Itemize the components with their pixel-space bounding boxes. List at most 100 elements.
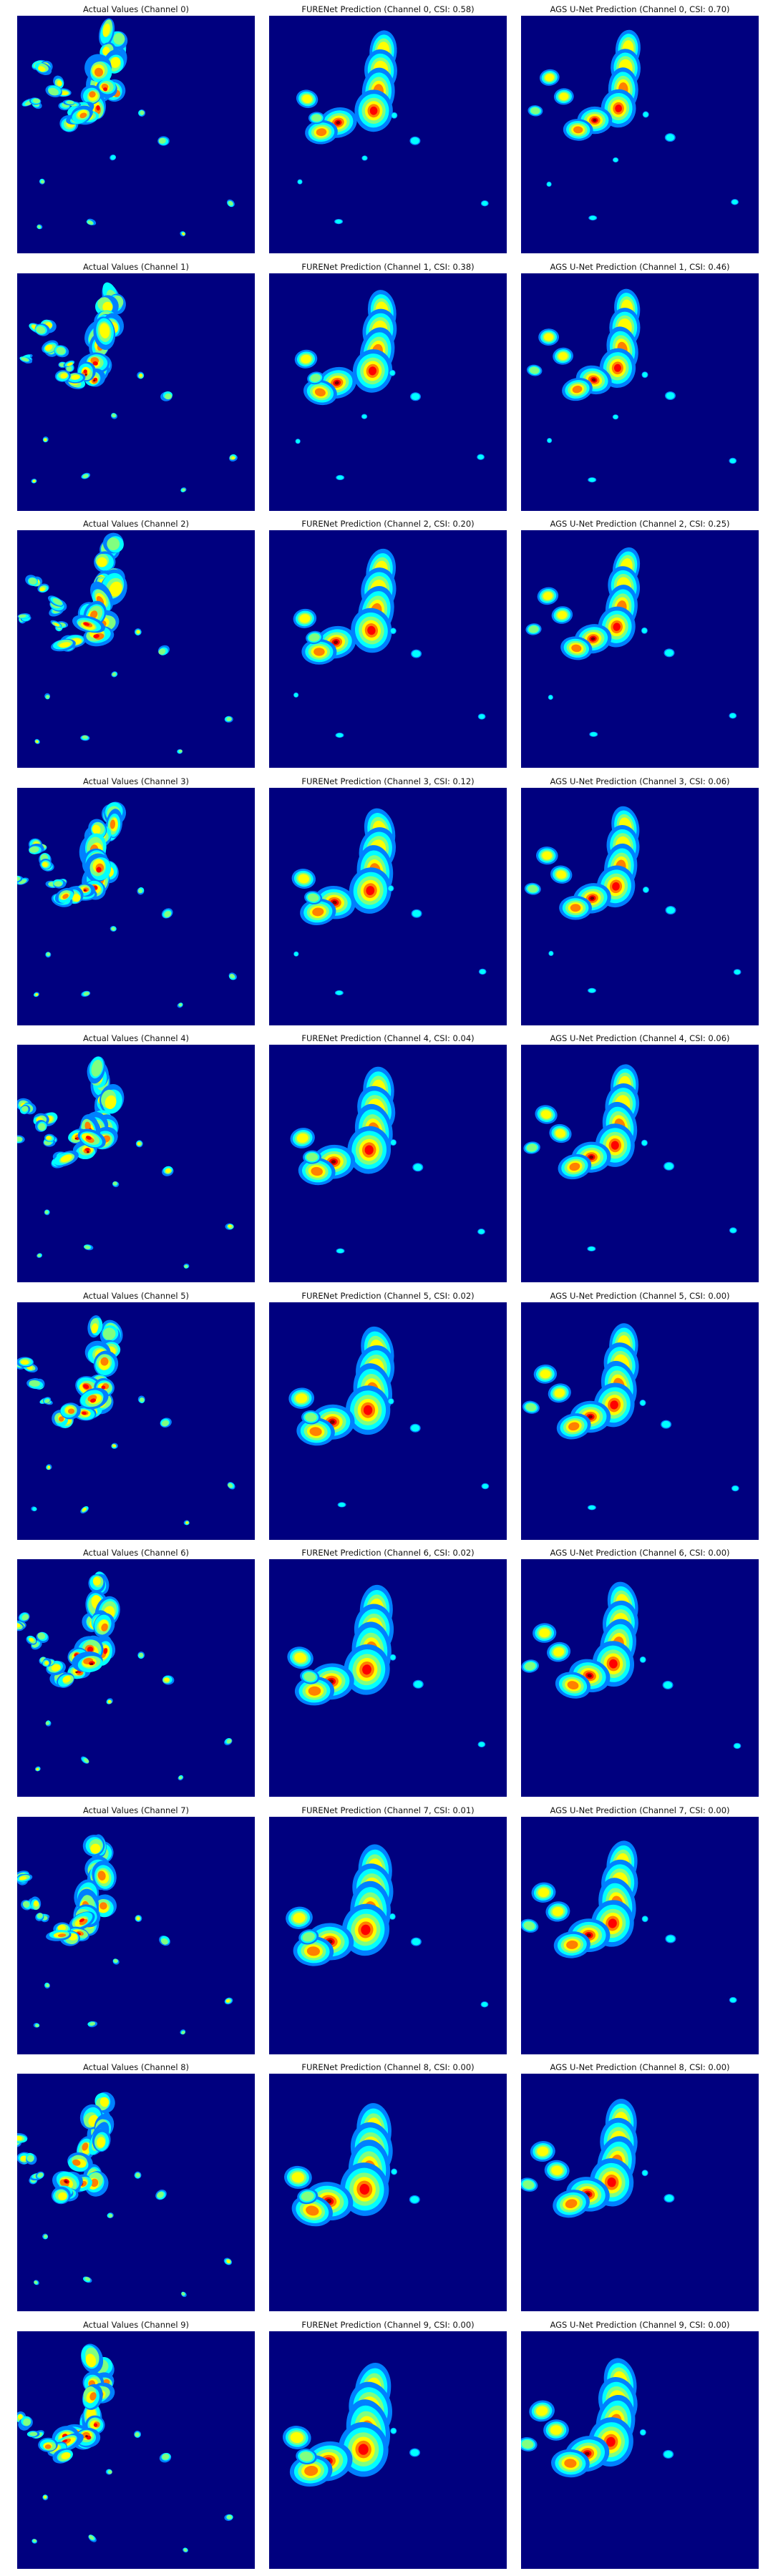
storm-cell <box>102 47 110 56</box>
storm-cell <box>367 625 376 635</box>
radar-background <box>521 1045 759 1282</box>
radar-field <box>521 1302 759 1540</box>
storm-cell <box>290 2431 303 2443</box>
storm-cell <box>59 362 65 367</box>
storm-cell <box>572 385 583 393</box>
storm-cell <box>41 180 45 184</box>
storm-cell <box>359 2184 370 2195</box>
storm-cell <box>67 362 73 366</box>
radar-image <box>269 2074 507 2311</box>
storm-cell <box>734 969 741 975</box>
storm-cell <box>547 438 552 442</box>
storm-cell <box>44 1210 49 1214</box>
panel-title-agsunet-channel-5: AGS U-Net Prediction (Channel 5, CSI: 0.… <box>550 1290 730 1301</box>
panel-title-furenet-channel-7: FURENet Prediction (Channel 7, CSI: 0.01… <box>301 1805 475 1815</box>
storm-cell <box>107 537 120 551</box>
storm-cell <box>178 1002 183 1007</box>
storm-cell <box>525 1402 537 1411</box>
storm-cell <box>185 1521 189 1524</box>
storm-cell <box>46 1136 52 1140</box>
radar-background <box>521 530 759 768</box>
storm-cell <box>82 1507 87 1511</box>
radar-field <box>269 2331 507 2569</box>
storm-cell <box>162 2453 170 2460</box>
storm-cell <box>666 1935 675 1942</box>
storm-cell <box>538 1887 550 1897</box>
radar-panel-actual-channel-9 <box>17 2331 255 2569</box>
storm-cell <box>661 1420 671 1428</box>
storm-cell <box>37 1632 46 1640</box>
storm-cell <box>593 118 597 122</box>
storm-cell <box>97 1870 106 1880</box>
storm-cell <box>298 180 302 184</box>
storm-cell <box>86 1136 92 1140</box>
storm-cell <box>103 87 108 92</box>
storm-cell <box>331 1160 336 1164</box>
storm-cell <box>66 365 72 371</box>
storm-cell <box>26 2155 34 2162</box>
storm-cell <box>111 927 115 931</box>
storm-cell <box>42 862 48 867</box>
storm-cell <box>29 2431 38 2436</box>
storm-cell <box>139 373 142 377</box>
storm-cell <box>56 346 66 355</box>
storm-cell <box>412 909 422 917</box>
storm-cell <box>92 824 101 834</box>
panel-title-actual-channel-7: Actual Values (Channel 7) <box>82 1805 190 1815</box>
storm-cell <box>35 992 39 995</box>
storm-cell <box>36 1768 39 1771</box>
storm-cell <box>640 2429 646 2435</box>
storm-cell <box>540 1110 552 1119</box>
storm-cell <box>542 851 553 860</box>
storm-cell <box>184 1264 188 1268</box>
storm-cell <box>157 2191 164 2198</box>
radar-image <box>521 1559 759 1797</box>
storm-cell <box>313 648 325 656</box>
storm-cell <box>32 1506 37 1511</box>
radar-panel-agsunet-channel-3 <box>521 787 759 1025</box>
radar-field <box>521 1816 759 2054</box>
radar-image <box>521 1045 759 1282</box>
storm-cell <box>34 2280 38 2284</box>
radar-panel-actual-channel-2 <box>17 530 255 768</box>
storm-cell <box>528 625 539 633</box>
storm-cell <box>410 137 419 145</box>
storm-cell <box>478 714 485 719</box>
radar-background <box>521 1302 759 1540</box>
radar-image <box>521 1302 759 1540</box>
radar-panel-actual-channel-0 <box>17 16 255 253</box>
storm-cell <box>17 1623 21 1628</box>
radar-field <box>521 16 759 253</box>
panel-title-actual-channel-8: Actual Values (Channel 8) <box>82 2062 190 2072</box>
radar-image <box>269 273 507 511</box>
storm-cell <box>17 876 21 881</box>
storm-cell <box>293 693 298 698</box>
storm-cell <box>530 366 540 374</box>
storm-cell <box>478 1742 485 1747</box>
storm-cell <box>293 951 298 956</box>
storm-cell <box>567 1681 579 1690</box>
storm-cell <box>99 2097 110 2107</box>
radar-panel-agsunet-channel-6 <box>521 1559 759 1797</box>
storm-cell <box>83 991 89 995</box>
storm-cell <box>642 2170 648 2176</box>
storm-cell <box>479 969 486 974</box>
storm-cell <box>178 749 183 753</box>
storm-cell <box>44 2234 48 2238</box>
storm-cell <box>615 104 623 112</box>
radar-field <box>17 787 255 1025</box>
panel-title-agsunet-channel-4: AGS U-Net Prediction (Channel 4, CSI: 0.… <box>550 1033 730 1043</box>
storm-cell <box>37 1913 43 1918</box>
storm-cell <box>362 156 367 160</box>
storm-cell <box>608 1918 617 1928</box>
storm-cell <box>34 1900 39 1906</box>
radar-panel-furenet-channel-8 <box>269 2074 507 2311</box>
storm-cell <box>588 477 595 482</box>
radar-field <box>521 1559 759 1797</box>
storm-cell <box>309 1426 322 1436</box>
storm-cell <box>363 1405 373 1415</box>
storm-cell <box>135 2172 140 2177</box>
storm-cell <box>60 372 68 379</box>
storm-cell <box>226 2514 233 2519</box>
storm-cell <box>101 1385 106 1390</box>
